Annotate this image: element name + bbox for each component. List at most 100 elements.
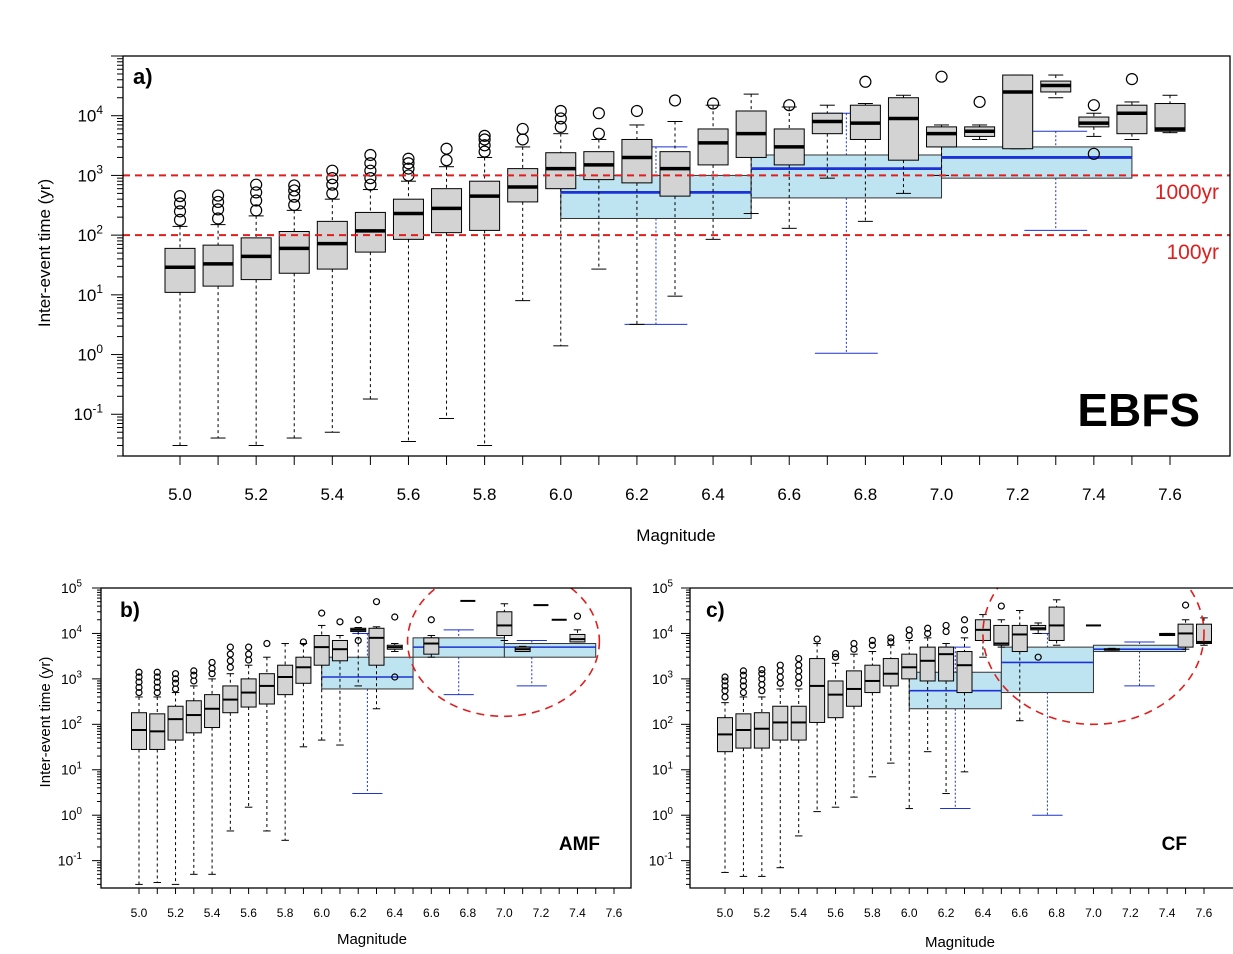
- outlier-point: [226, 643, 234, 651]
- iqr-box: [809, 658, 826, 723]
- box-5.6: [827, 650, 844, 808]
- outlier-point: [364, 148, 377, 162]
- x-tick-label: 7.6: [606, 906, 623, 920]
- plot-frame: [122, 55, 1231, 457]
- highlight-ellipse-c: [982, 588, 1205, 726]
- iqr-box: [919, 646, 936, 682]
- iqr-box: [993, 624, 1010, 646]
- outlier-point: [795, 679, 803, 687]
- iqr-box: [882, 658, 899, 687]
- bin-box: [941, 130, 1133, 231]
- outlier-point: [153, 668, 161, 676]
- panel-a: 10-1 100 101 102 103 104 5.0 5.2 5.4 5.6 5.8 6.0 6.2…: [35, 55, 1231, 545]
- outlier-point: [440, 142, 453, 155]
- x-tick-label: 7.6: [1158, 485, 1182, 504]
- box-5.7: [431, 142, 463, 419]
- x-tick-label: 6.4: [701, 485, 725, 504]
- box-6.4: [974, 614, 991, 658]
- box-5.6: [392, 152, 424, 442]
- iqr-box: [1011, 624, 1028, 653]
- outlier-point: [250, 194, 263, 207]
- iqr-box: [392, 198, 424, 240]
- iqr-box: [956, 651, 973, 694]
- outlier-point: [795, 654, 803, 663]
- outlier-point: [226, 650, 234, 658]
- x-tick-label: 6.4: [386, 906, 403, 920]
- box-5.7: [845, 639, 862, 798]
- y-tick-label: 101: [652, 760, 673, 777]
- panel-c-x-axis-label: Magnitude: [925, 934, 995, 951]
- box-5.0: [717, 673, 733, 873]
- outlier-point: [402, 162, 415, 175]
- box-5.9: [295, 638, 312, 748]
- panel-a-region-label: EBFS: [1077, 384, 1200, 436]
- highlight-ellipse-b: [406, 588, 601, 718]
- iqr-box: [204, 694, 221, 729]
- box-5.0: [131, 668, 147, 885]
- iqr-box: [167, 705, 184, 741]
- outlier-point: [226, 657, 234, 665]
- box-5.6: [240, 643, 257, 808]
- iqr-box: [864, 664, 881, 694]
- panel-a-x-axis-label: Magnitude: [636, 526, 715, 545]
- x-tick-label: 5.4: [320, 485, 344, 504]
- outlier-point: [592, 127, 605, 140]
- outlier-point: [190, 671, 198, 679]
- iqr-box: [431, 188, 463, 234]
- iqr-box: [331, 639, 348, 662]
- y-tick-label: 103: [77, 163, 103, 186]
- outlier-point: [288, 184, 301, 197]
- outlier-point: [288, 198, 301, 212]
- iqr-box: [827, 680, 844, 719]
- y-tick-label: 103: [61, 669, 83, 686]
- panel-b-label: b): [120, 599, 140, 622]
- box-6.4: [386, 613, 403, 681]
- iqr-box: [295, 656, 312, 684]
- x-tick-label: 6.4: [975, 906, 992, 920]
- outlier-point: [739, 671, 748, 679]
- box-6.8: [849, 75, 881, 222]
- x-tick-label: 5.4: [204, 906, 221, 920]
- outlier-point: [211, 189, 225, 202]
- outlier-point: [250, 186, 263, 199]
- outlier-point: [326, 178, 339, 191]
- outlier-point: [208, 658, 216, 667]
- x-tick-label: 7.0: [1085, 906, 1102, 920]
- bin-iqr-box: [941, 146, 1133, 179]
- x-tick-label: 6.6: [1011, 906, 1028, 920]
- outlier-point: [573, 612, 582, 620]
- iqr-box: [545, 152, 577, 190]
- outlier-point: [354, 636, 362, 645]
- outlier-point: [153, 688, 161, 697]
- outlier-point: [758, 675, 766, 683]
- outlier-point: [721, 673, 729, 681]
- box-6.3: [659, 94, 691, 297]
- outlier-point: [299, 638, 308, 646]
- outlier-point: [776, 679, 784, 687]
- outlier-point: [868, 636, 876, 645]
- box-6.7: [811, 104, 843, 179]
- box-5.2: [240, 178, 272, 446]
- iqr-box: [926, 126, 958, 148]
- outlier-point: [226, 663, 234, 671]
- y-tick-label: 102: [652, 715, 673, 732]
- outlier-point: [739, 688, 748, 697]
- outlier-point: [1125, 73, 1139, 86]
- outlier-point: [935, 70, 948, 83]
- outlier-point: [391, 613, 399, 621]
- y-tick-label: 105: [61, 579, 83, 596]
- y-tick-label: 101: [77, 282, 103, 305]
- iqr-box: [496, 611, 513, 637]
- reference-line-label-100yr: 100yr: [1166, 241, 1219, 264]
- outlier-point: [171, 670, 180, 678]
- box-5.4: [316, 164, 348, 433]
- outlier-point: [795, 673, 803, 681]
- outlier-point: [135, 673, 143, 681]
- outlier-point: [776, 673, 784, 681]
- panel-c-region-label: CF: [1162, 834, 1187, 855]
- x-tick-label: 5.8: [473, 485, 497, 504]
- y-tick-label: 100: [652, 806, 674, 823]
- box-5.5: [354, 148, 386, 400]
- outlier-point: [288, 179, 301, 192]
